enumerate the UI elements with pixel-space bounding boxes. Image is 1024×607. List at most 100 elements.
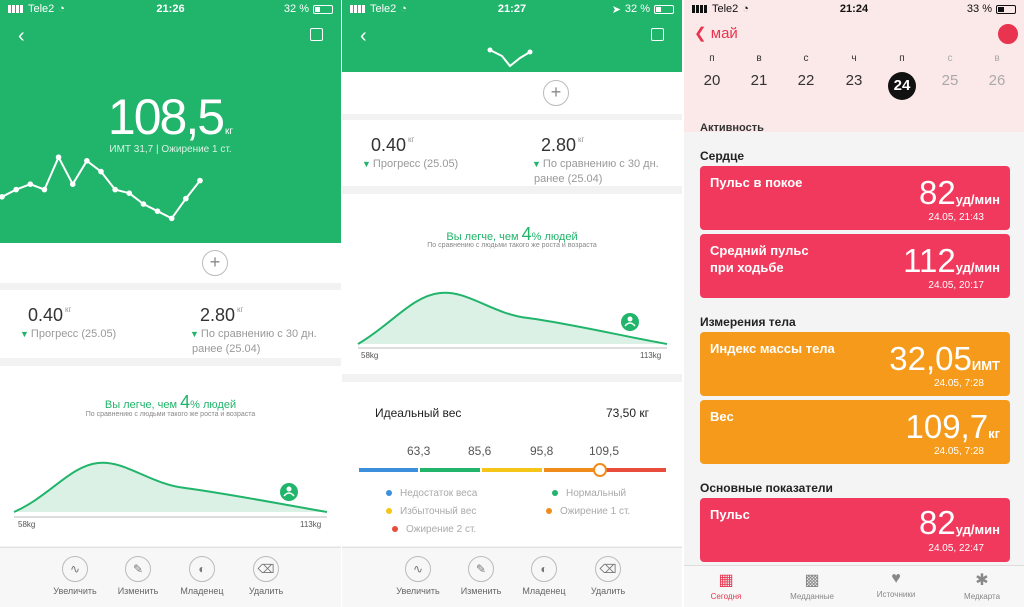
- comparison-card: Вы легче, чем 4% людей По сравнению с лю…: [342, 194, 682, 374]
- trash-icon: ⌫: [595, 556, 621, 582]
- dist-min-label: 58kg: [361, 351, 379, 360]
- lighter-than: Вы легче, чем 4% людей: [104, 392, 237, 412]
- scale-label: 63,3: [407, 444, 431, 458]
- trend-point: [41, 186, 48, 193]
- weight-trend-chart: [487, 47, 533, 68]
- edit-button[interactable]: ✎ Изменить: [108, 556, 168, 596]
- dist-max-label: 113kg: [300, 520, 322, 529]
- add-area: [0, 243, 341, 283]
- weight-card[interactable]: Вес 109,7кг 24.05, 7:28: [700, 400, 1010, 464]
- back-button[interactable]: ❮ май: [694, 25, 738, 42]
- clock: 21:27: [497, 3, 527, 15]
- progress-label: ▼ Прогресс (25.05): [362, 158, 459, 170]
- bottom-toolbar: ∿ Увеличить ✎ Изменить ◐ Младенец ⌫ Удалить: [342, 547, 682, 607]
- edit-icon: ✎: [468, 556, 494, 582]
- heart-download-icon: ♥: [891, 570, 901, 587]
- heart-rate-card[interactable]: Пульс 82уд/мин 24.05, 22:47: [700, 498, 1010, 562]
- day-thu[interactable]: ч 23: [845, 53, 863, 89]
- progress-value: 0.40 кг: [28, 305, 72, 325]
- battery-icon: [654, 4, 674, 14]
- trend-point: [154, 208, 161, 214]
- section-body: Измерения тела: [700, 315, 796, 329]
- tab-sources[interactable]: ♥ Источники: [856, 570, 936, 599]
- trend-point: [55, 154, 62, 160]
- walking-heart-card[interactable]: Средний пульс при ходьбе 112уд/мин 24.05…: [700, 234, 1010, 298]
- weight-value: 108,5: [107, 89, 225, 145]
- calendar-icon: ▦: [718, 572, 734, 589]
- day-sat[interactable]: с 25: [941, 53, 959, 89]
- trend-point: [84, 158, 90, 164]
- share-icon[interactable]: [651, 28, 664, 41]
- baby-icon: ◐: [189, 556, 215, 582]
- lighter-subtitle: По сравнению с людьми такого же роста и …: [427, 242, 597, 249]
- clock: 21:24: [839, 3, 869, 15]
- day-wed[interactable]: с 22: [797, 53, 815, 89]
- share-icon[interactable]: [310, 28, 323, 41]
- bottom-toolbar: ∿ Увеличить ✎ Изменить ◐ Младенец ⌫ Удалить: [0, 547, 341, 607]
- tab-today[interactable]: ▦ Сегодня: [686, 570, 766, 601]
- tab-medical-id[interactable]: ✱ Медкарта: [942, 570, 1022, 601]
- bmi-scale-bar: [359, 463, 666, 477]
- add-button[interactable]: +: [202, 250, 228, 276]
- wifi-icon: ◔: [742, 3, 749, 15]
- tab-health-data[interactable]: ▩ Медданные: [772, 570, 852, 601]
- scale-label: 109,5: [589, 444, 620, 458]
- distribution-chart: [357, 291, 668, 349]
- battery-label: 32 %: [624, 3, 650, 15]
- trend-point: [183, 195, 189, 202]
- delete-button[interactable]: ⌫ Удалить: [578, 556, 638, 596]
- baby-button[interactable]: ◐ Младенец: [514, 556, 574, 596]
- scale-label: 95,8: [530, 444, 554, 458]
- asterisk-icon: ✱: [975, 572, 989, 589]
- legend-obesity-1: Ожирение 1 ст.: [546, 506, 630, 517]
- compare-label: ▼ По сравнению с 30 дн. ранее (25.04): [532, 158, 659, 185]
- trend-point: [69, 181, 76, 187]
- compare-label: ▼ По сравнению с 30 дн. ранее (25.04): [190, 328, 317, 355]
- current-weight: 108,5 кг: [0, 88, 341, 146]
- tab-bar: ▦ Сегодня ▩ Медданные ♥ Источники ✱ Медкарта: [684, 565, 1024, 607]
- signal-icon: [8, 5, 24, 13]
- user-marker-icon: [280, 483, 298, 501]
- trend-point: [27, 181, 34, 187]
- carrier-label: Tele2: [28, 3, 55, 15]
- day-mon[interactable]: п 20: [703, 53, 721, 89]
- signal-icon: [692, 5, 708, 13]
- lighter-than: Вы легче, чем 4% людей: [446, 224, 578, 244]
- back-icon[interactable]: ‹: [360, 25, 367, 47]
- edit-button[interactable]: ✎ Изменить: [451, 556, 511, 596]
- scale-label: 85,6: [468, 444, 492, 458]
- add-button[interactable]: +: [543, 80, 569, 106]
- baby-icon: ◐: [531, 556, 557, 582]
- delete-button[interactable]: ⌫ Удалить: [236, 556, 296, 596]
- back-icon[interactable]: ‹: [18, 25, 25, 47]
- wave-icon: ∿: [62, 556, 88, 582]
- zoom-button[interactable]: ∿ Увеличить: [45, 556, 105, 596]
- progress-value: 0.40 кг: [371, 135, 415, 155]
- carrier-label: Tele2: [712, 3, 739, 15]
- status-bar: Tele2 ◔ 21:27 ➤ 32 %: [342, 0, 682, 18]
- add-area: [342, 72, 682, 114]
- user-marker-icon: [621, 313, 639, 331]
- day-sun[interactable]: в 26: [988, 53, 1006, 89]
- chevron-left-icon: ❮: [694, 25, 707, 42]
- day-fri-selected[interactable]: п 24: [882, 53, 922, 100]
- trash-icon: ⌫: [253, 556, 279, 582]
- weight-header: [0, 0, 341, 243]
- trend-point: [168, 215, 175, 222]
- bmi-card[interactable]: Индекс массы тела 32,05ИМТ 24.05, 7:28: [700, 332, 1010, 396]
- baby-button[interactable]: ◐ Младенец: [172, 556, 232, 596]
- profile-icon[interactable]: [998, 24, 1018, 44]
- wifi-icon: ◔: [58, 3, 65, 15]
- section-activity: Активность: [700, 122, 764, 132]
- lighter-subtitle: По сравнению с людьми такого же роста и …: [85, 411, 256, 418]
- battery-icon: [996, 4, 1016, 14]
- resting-heart-card[interactable]: Пульс в покое 82уд/мин 24.05, 21:43: [700, 166, 1010, 230]
- grid-icon: ▩: [804, 572, 820, 589]
- weight-screen-2: Tele2 ◔ 21:27 ➤ 32 % ‹ + 0.40 кг ▼ Прогресс …: [342, 0, 682, 607]
- distribution-chart: [13, 461, 328, 518]
- day-tue[interactable]: в 21: [750, 53, 768, 89]
- legend-overweight: Избыточный вес: [386, 506, 476, 517]
- signal-icon: [350, 5, 366, 13]
- progress-label: ▼ Прогресс (25.05): [20, 328, 117, 340]
- zoom-button[interactable]: ∿ Увеличить: [388, 556, 448, 596]
